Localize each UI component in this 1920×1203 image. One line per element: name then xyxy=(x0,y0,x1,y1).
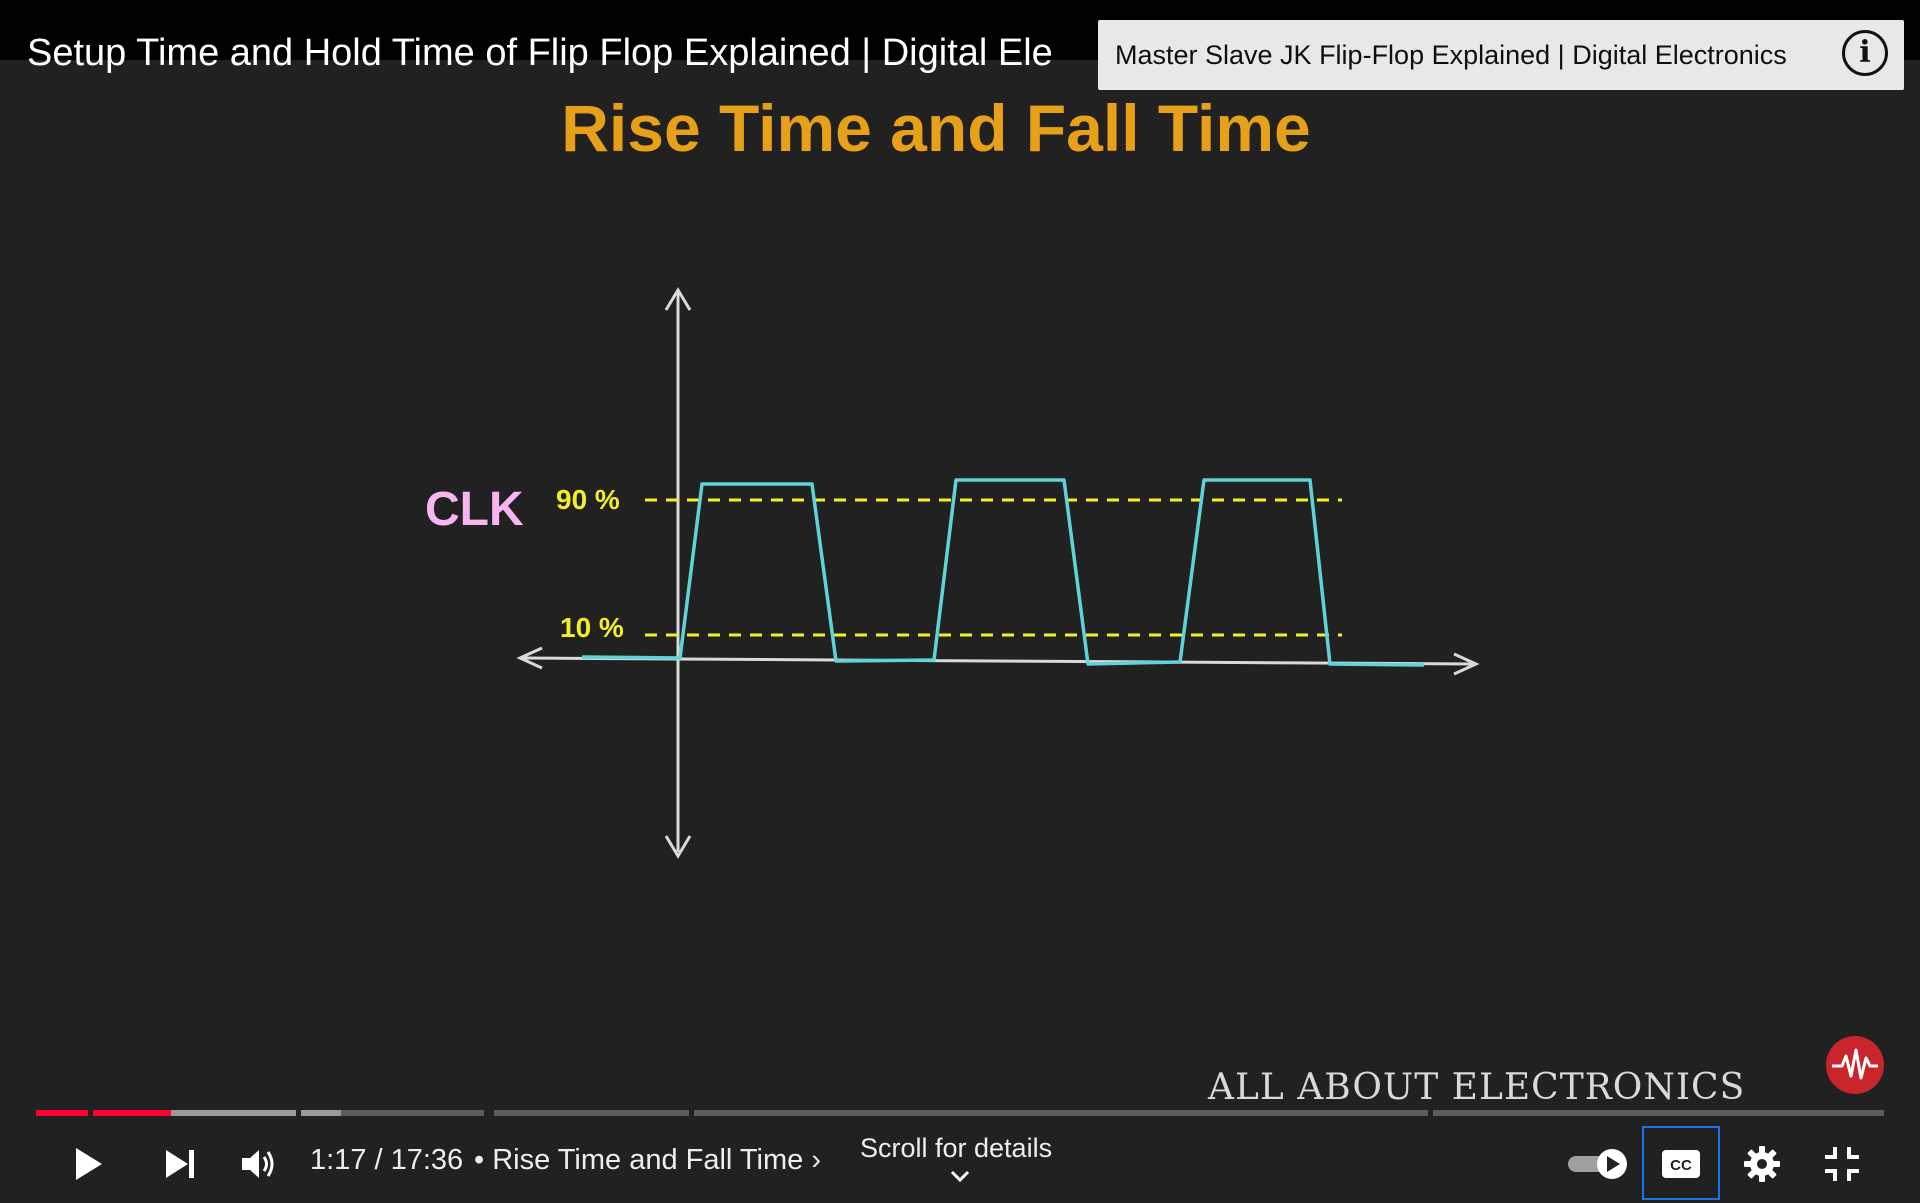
time-display: 1:17 / 17:36 xyxy=(310,1144,464,1176)
play-icon xyxy=(76,1148,102,1180)
volume-icon xyxy=(242,1150,274,1178)
exit-fullscreen-button[interactable] xyxy=(1812,1136,1872,1192)
player-controls: 1:17 / 17:36 • Rise Time and Fall Time ›… xyxy=(0,1126,1920,1200)
exit-fullscreen-icon xyxy=(1825,1147,1859,1181)
chapter-button[interactable]: • Rise Time and Fall Time › xyxy=(474,1142,821,1178)
level-label-10: 10 % xyxy=(560,612,624,643)
play-button[interactable] xyxy=(58,1136,118,1192)
progress-buffered-chapter-3 xyxy=(301,1110,341,1116)
clock-signal xyxy=(581,478,1425,667)
chapter-separator: • xyxy=(474,1144,485,1176)
level-label-90: 90 % xyxy=(556,484,620,515)
next-icon xyxy=(166,1150,194,1178)
chevron-right-icon: › xyxy=(811,1144,821,1176)
settings-button[interactable] xyxy=(1732,1136,1792,1192)
progress-buffered-chapter-2 xyxy=(171,1110,296,1116)
info-icon[interactable]: i xyxy=(1842,30,1888,76)
progress-played-chapter-1 xyxy=(36,1110,88,1116)
captions-icon: CC xyxy=(1662,1150,1700,1178)
channel-logo[interactable] xyxy=(1826,1036,1884,1094)
autoplay-toggle[interactable] xyxy=(1562,1136,1634,1192)
chapter-title: Rise Time and Fall Time xyxy=(492,1144,804,1176)
horizontal-axis-arrow-left xyxy=(516,646,543,670)
waveform-logo-icon xyxy=(1832,1048,1878,1080)
next-button[interactable] xyxy=(150,1136,210,1192)
chevron-down-icon[interactable] xyxy=(944,1166,976,1188)
autoplay-toggle-icon xyxy=(1568,1149,1627,1179)
progress-chapter-5-track xyxy=(694,1110,1428,1116)
settings-gear-icon xyxy=(1744,1146,1780,1182)
progress-chapter-3-track xyxy=(341,1110,484,1116)
channel-watermark: ALL ABOUT ELECTRONICS xyxy=(1208,1067,1746,1108)
progress-chapter-6-track xyxy=(1433,1110,1884,1116)
vertical-axis-arrow-up xyxy=(664,287,692,311)
svg-text:CC: CC xyxy=(1670,1157,1692,1174)
captions-button[interactable]: CC xyxy=(1642,1126,1720,1200)
progress-played-chapter-2 xyxy=(93,1110,171,1116)
scroll-for-details[interactable]: Scroll for details xyxy=(860,1133,1053,1163)
progress-chapter-4-track xyxy=(494,1110,689,1116)
progress-bar[interactable] xyxy=(36,1110,1884,1116)
horizontal-axis-arrow-right xyxy=(1453,652,1480,676)
slide-title: Rise Time and Fall Time xyxy=(561,91,1311,165)
endcard-suggestion[interactable]: Master Slave JK Flip-Flop Explained | Di… xyxy=(1098,20,1904,90)
signal-label-clk: CLK xyxy=(425,483,524,536)
volume-button[interactable] xyxy=(228,1136,288,1192)
endcard-video-title[interactable]: Master Slave JK Flip-Flop Explained | Di… xyxy=(1115,40,1787,70)
video-title[interactable]: Setup Time and Hold Time of Flip Flop Ex… xyxy=(27,32,1053,74)
vertical-axis-arrow-down xyxy=(664,835,692,859)
